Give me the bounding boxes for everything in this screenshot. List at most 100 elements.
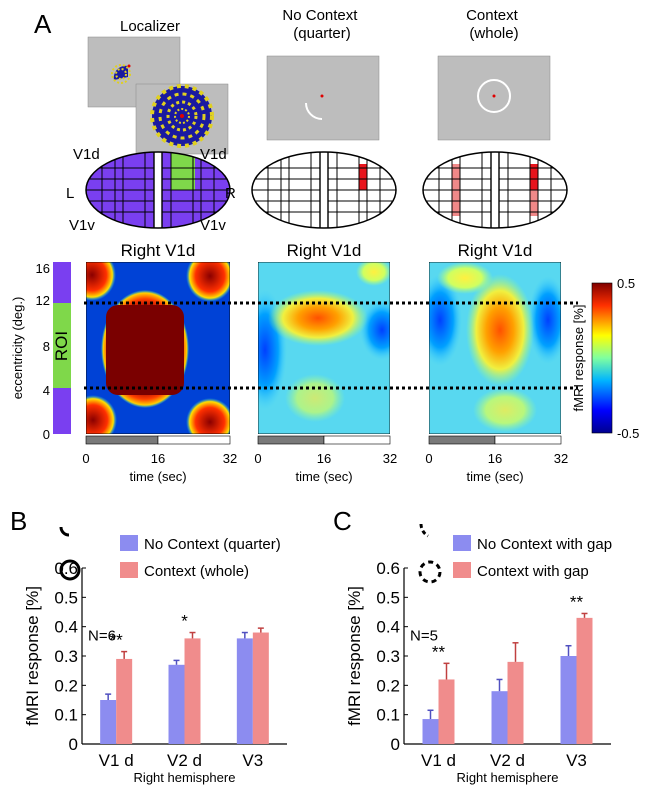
y-tick-label: 0.3 xyxy=(376,647,400,666)
stimulus-on-bar xyxy=(257,435,325,445)
stim-title-no-context: No Context (quarter) xyxy=(282,7,361,42)
y-tick-label: 0.6 xyxy=(376,559,400,578)
category-label: V1 d xyxy=(421,751,456,770)
y-tick-label: 0.3 xyxy=(54,647,78,666)
panel-label-b: B xyxy=(10,506,27,536)
bar xyxy=(184,638,201,744)
x-axis-label-time: time (sec) xyxy=(295,469,352,484)
eccentricity-tick-label: 8 xyxy=(43,339,50,354)
eccentricity-tick-label: 4 xyxy=(43,383,50,398)
y-tick-label: 0.2 xyxy=(376,676,400,695)
y-tick-label: 0 xyxy=(391,735,400,754)
heatmap-localizer xyxy=(86,262,230,434)
y-axis-label: fMRI response [%] xyxy=(345,586,364,726)
time-tick-label: 32 xyxy=(383,451,397,466)
stimulus-on-bar xyxy=(428,435,496,445)
stimulus-timing-bars: 0 16 32 time (sec) 0 16 32 time (sec) 0 16 32 time … xyxy=(82,435,568,484)
time-tick-label: 16 xyxy=(317,451,331,466)
time-tick-label: 32 xyxy=(223,451,237,466)
label-v1d-right: V1d xyxy=(200,146,227,163)
visual-field-maps xyxy=(85,151,568,229)
legend-swatch xyxy=(453,562,471,578)
stim-title-context-line2: (whole) xyxy=(469,25,518,42)
stim-title-context: Context (whole) xyxy=(466,7,522,42)
time-tick-label: 0 xyxy=(425,451,432,466)
heatmap-title-no-context: Right V1d xyxy=(287,241,362,260)
colorbar xyxy=(591,282,613,434)
checkerboard-annulus-icon xyxy=(150,84,214,148)
stimulus-off-bar xyxy=(323,435,391,445)
heatmap-title-context: Right V1d xyxy=(458,241,533,260)
bar xyxy=(507,661,524,744)
y-axis-label-eccentricity: eccentricity (deg.) xyxy=(10,297,25,400)
category-label: V2 d xyxy=(167,751,202,770)
y-tick-label: 0 xyxy=(69,735,78,754)
category-label: V2 d xyxy=(490,751,525,770)
whole-circle-icon xyxy=(59,559,81,581)
eccentricity-tick-label: 16 xyxy=(36,261,50,276)
stimulus-off-bar xyxy=(157,435,231,445)
checkerboard-quarter-icon xyxy=(111,64,131,84)
stim-title-context-line1: Context xyxy=(466,7,519,24)
stimulus-off-bar xyxy=(494,435,562,445)
y-tick-label: 0.2 xyxy=(54,676,78,695)
bar xyxy=(116,658,133,744)
circle-gap-icon xyxy=(418,560,442,584)
y-tick-label: 0.1 xyxy=(54,706,78,725)
eccentricity-tick-label: 0 xyxy=(43,427,50,442)
y-tick-label: 0.6 xyxy=(54,559,78,578)
category-label: V3 xyxy=(566,751,587,770)
localizer-stimulus xyxy=(87,36,229,155)
hemifield-map-whole xyxy=(422,151,568,229)
significance-marker: ** xyxy=(570,592,584,611)
context-stimulus xyxy=(437,55,551,141)
bar xyxy=(422,719,439,744)
time-tick-label: 16 xyxy=(488,451,502,466)
quarter-arc-icon xyxy=(59,526,70,537)
roi-label: ROI xyxy=(52,331,71,361)
significance-marker: ** xyxy=(432,642,446,661)
legend-label: Context (whole) xyxy=(144,563,249,580)
legend-swatch xyxy=(120,535,138,551)
bar xyxy=(560,656,577,744)
time-tick-label: 32 xyxy=(554,451,568,466)
hemifield-map-localizer xyxy=(85,151,231,229)
quarter-arc-gap-icon xyxy=(419,523,429,538)
bar-chart-b: 0 0.1 0.2 0.3 0.4 0.5 0.6 fMRI response [%] N=6 *… xyxy=(23,535,287,785)
x-axis-label-time: time (sec) xyxy=(466,469,523,484)
stim-title-no-context-line2: (quarter) xyxy=(293,25,351,42)
y-tick-label: 0.5 xyxy=(376,588,400,607)
colorbar-min: -0.5 xyxy=(617,426,639,441)
fixation-dot-icon xyxy=(492,94,496,98)
label-v1v-right: V1v xyxy=(200,217,226,234)
bar xyxy=(236,638,253,744)
stim-title-no-context-line1: No Context xyxy=(282,7,358,24)
y-tick-label: 0.4 xyxy=(54,618,78,637)
bar xyxy=(491,691,508,744)
y-axis-label: fMRI response [%] xyxy=(23,586,42,726)
label-left-hemifield: L xyxy=(66,185,74,202)
time-tick-label: 16 xyxy=(151,451,165,466)
x-axis-label-time: time (sec) xyxy=(129,469,186,484)
eccentricity-tick-label: 12 xyxy=(36,293,50,308)
stimulus-on-bar xyxy=(85,435,159,445)
time-tick-label: 0 xyxy=(82,451,89,466)
legend-label: No Context (quarter) xyxy=(144,536,281,553)
n-label: N=6 xyxy=(88,628,116,645)
significance-marker: * xyxy=(181,612,188,631)
bar xyxy=(100,700,117,744)
legend-label: No Context with gap xyxy=(477,536,612,553)
panel-label-c: C xyxy=(333,506,352,536)
eccentricity-ticks: 16 12 8 4 0 xyxy=(36,261,50,442)
category-label: V1 d xyxy=(99,751,134,770)
bar xyxy=(168,664,185,744)
x-axis-label: Right hemisphere xyxy=(457,770,559,785)
n-label: N=5 xyxy=(410,628,438,645)
heatmap-no-context xyxy=(258,262,390,434)
category-label: V3 xyxy=(242,751,263,770)
bar xyxy=(252,632,269,744)
y-tick-label: 0.5 xyxy=(54,588,78,607)
roi-bar-upper xyxy=(53,262,71,303)
